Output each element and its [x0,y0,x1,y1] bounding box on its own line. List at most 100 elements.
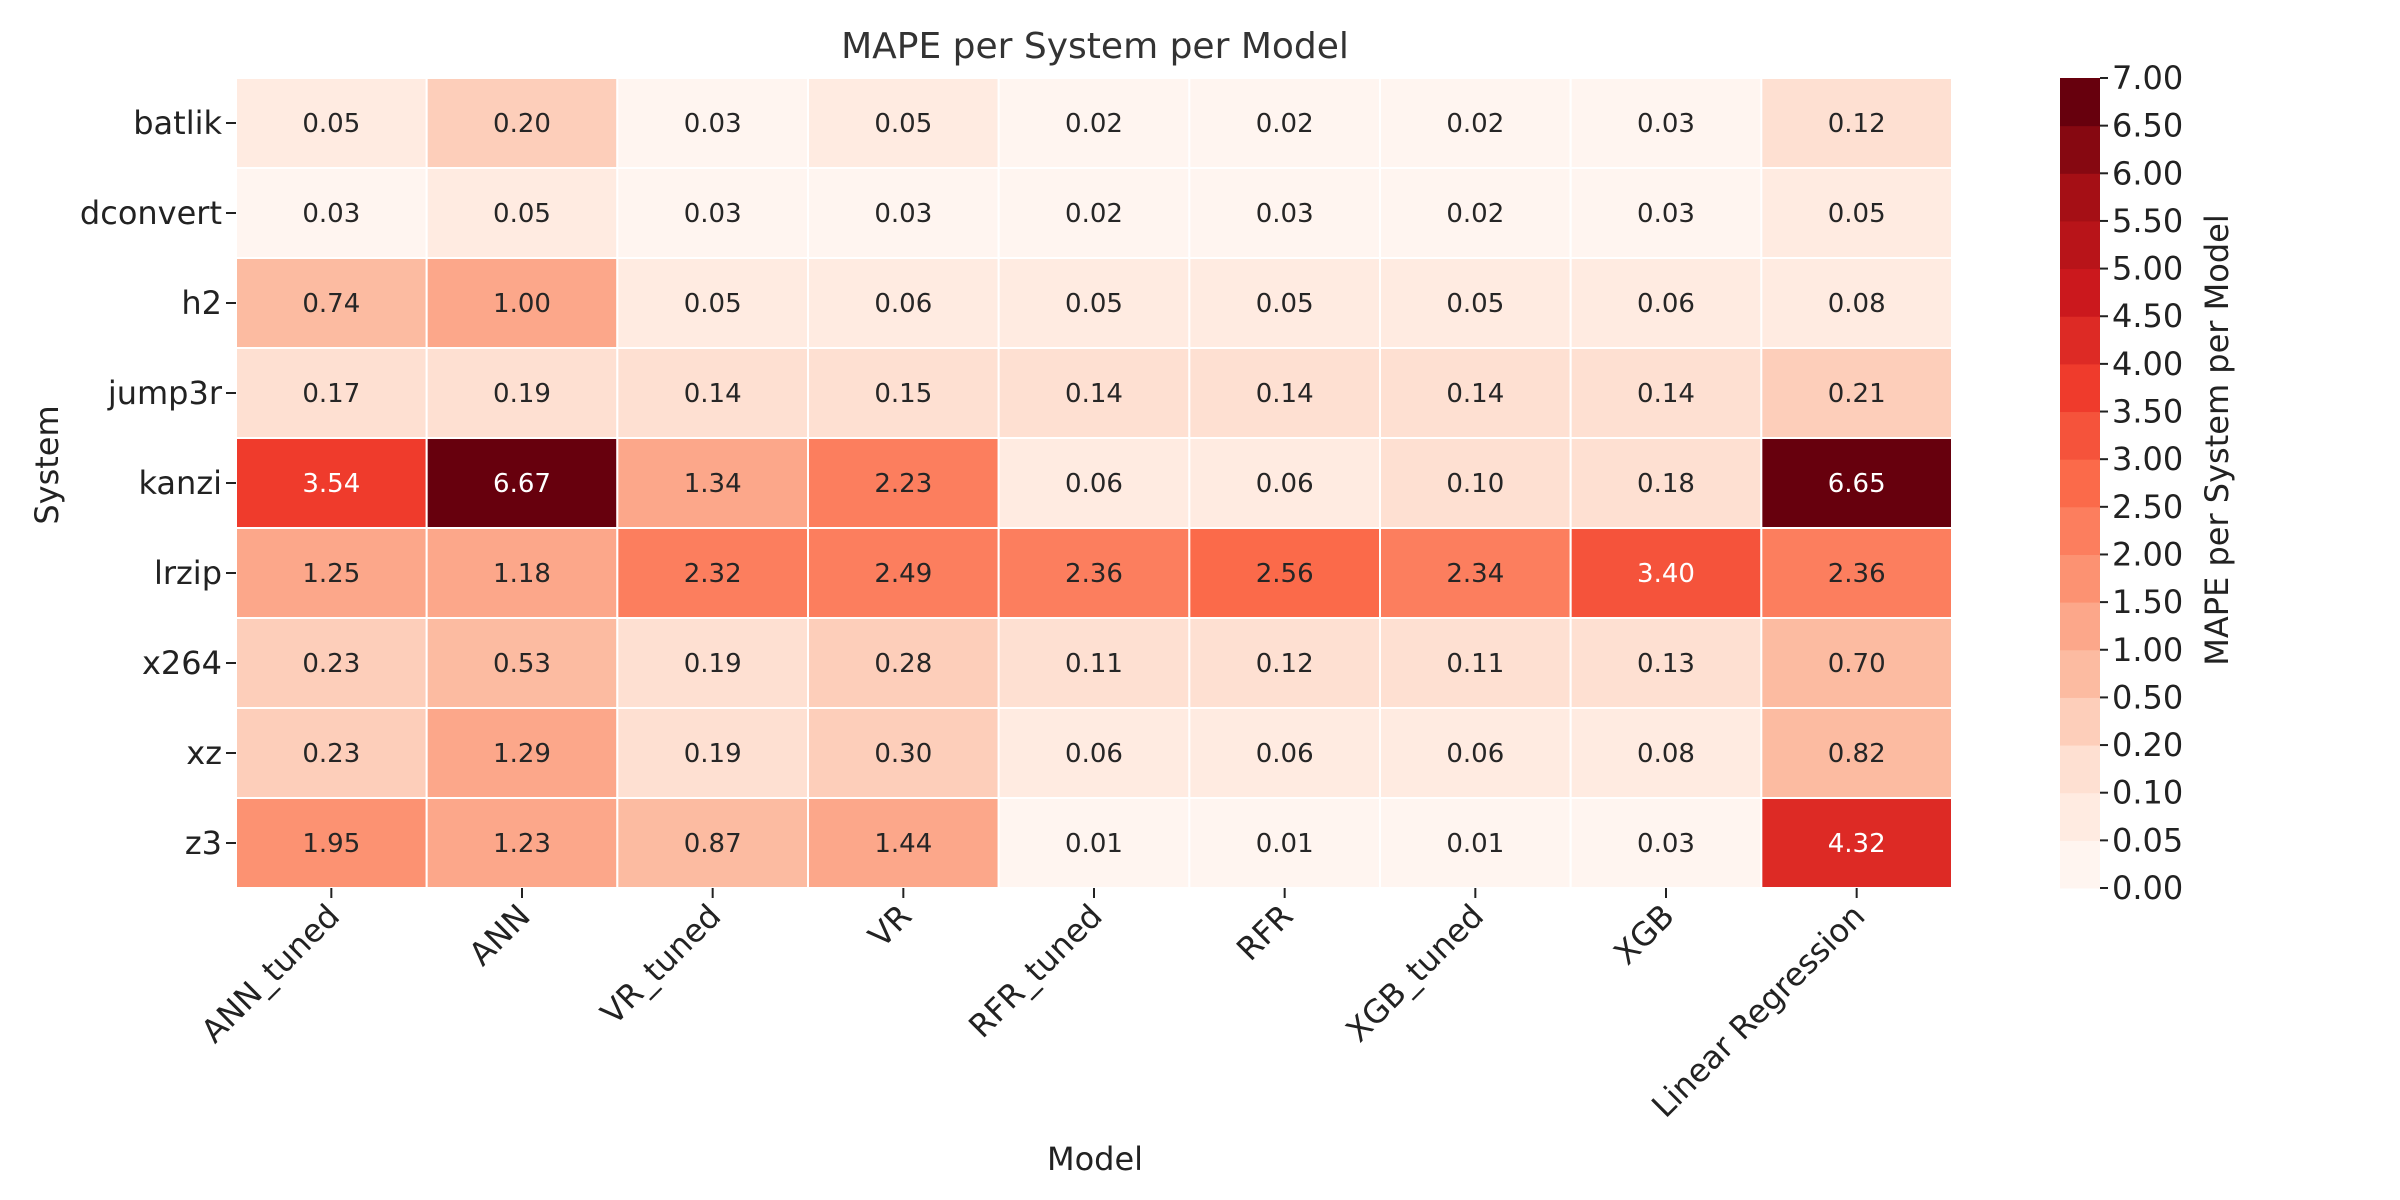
heatmap-cell [1760,527,1954,619]
cell-value-label: 0.08 [1828,289,1886,319]
y-tick-label: lrzip [154,554,222,592]
cell-value-label: 2.23 [874,469,932,499]
cell-value-label: 0.14 [684,379,742,409]
heatmap-cell [235,797,428,889]
colorbar-tick-label: 2.50 [2112,488,2183,526]
cell-value-label: 1.25 [302,559,360,589]
heatmap-cell [1379,797,1572,889]
y-tick-label: x264 [142,644,222,682]
y-axis-ticks: batlik dconvert h2 jump3r kanzi lrzip x264 xz z3 [80,104,236,862]
heatmap-cell [1379,437,1572,529]
cell-value-label: 0.05 [684,289,742,319]
cell-value-label: 0.05 [1065,289,1123,319]
cell-value-label: 1.44 [874,829,932,859]
cell-value-label: 0.14 [1637,379,1695,409]
cell-value-label: 0.06 [1065,469,1123,499]
cell-value-label: 0.53 [493,649,551,679]
cell-value-label: 3.54 [302,469,360,499]
cell-value-label: 0.21 [1828,379,1886,409]
cell-value-label: 0.30 [874,739,932,769]
cell-value-label: 0.03 [1637,199,1695,229]
x-tick-label: RFR_tuned [961,897,1109,1045]
y-tick-label: dconvert [80,194,222,232]
colorbar-tick-label: 5.00 [2112,250,2183,288]
cell-value-label: 0.06 [1256,469,1314,499]
colorbar-tick-label: 5.50 [2112,202,2183,240]
heatmap-cell [425,77,619,169]
x-tick-label: ANN_tuned [194,897,347,1050]
heatmap-cell [807,527,1000,619]
heatmap-cell [1569,167,1763,259]
cell-value-label: 0.19 [684,739,742,769]
cell-value-label: 0.03 [684,199,742,229]
cell-value-label: 0.06 [1637,289,1695,319]
heatmap-cell [235,437,428,529]
x-tick-label: XGB_tuned [1338,897,1491,1050]
heatmap-cells: 0.05 0.20 0.03 0.05 0.02 0.02 0.02 0.03 0.12 0.03… [235,77,1954,889]
cell-value-label: 0.06 [1446,739,1504,769]
colorbar-ticks: 0.00 0.05 0.10 0.20 0.50 1.00 1.50 2.00 2.50 3.00… [2100,59,2183,907]
x-tick-label: ANN [461,897,537,973]
heatmap-cell [1379,257,1572,349]
cell-value-label: 0.12 [1256,649,1314,679]
heatmap-cell [616,707,809,799]
cell-value-label: 0.02 [1256,109,1314,139]
y-tick-label: jump3r [107,374,223,412]
colorbar-segment [2060,173,2100,222]
cell-value-label: 1.18 [493,559,551,589]
cell-value-label: 0.82 [1828,739,1886,769]
cell-value-label: 0.05 [1256,289,1314,319]
colorbar-tick-label: 6.00 [2112,154,2183,192]
cell-value-label: 0.01 [1256,829,1314,859]
cell-value-label: 0.03 [1256,199,1314,229]
cell-value-label: 0.05 [874,109,932,139]
heatmap-cell [997,797,1191,889]
heatmap-cell [1569,77,1763,169]
heatmap-cell [1379,167,1572,259]
cell-value-label: 6.67 [493,469,551,499]
cell-value-label: 0.14 [1065,379,1123,409]
heatmap-cell [997,707,1191,799]
heatmap-cell [235,257,428,349]
heatmap-cell [807,257,1000,349]
heatmap-cell [616,797,809,889]
cell-value-label: 0.03 [684,109,742,139]
y-tick-label: kanzi [138,464,222,502]
colorbar-segment [2060,268,2100,317]
y-tick-label: batlik [133,104,222,142]
colorbar-tick-label: 1.00 [2112,631,2183,669]
cell-value-label: 1.23 [493,829,551,859]
cell-value-label: 0.02 [1446,199,1504,229]
x-tick-label: VR [861,897,919,955]
heatmap-cell [425,617,619,709]
colorbar-segment [2060,411,2100,460]
cell-value-label: 0.03 [874,199,932,229]
heatmap-cell [235,527,428,619]
heatmap-cell [425,797,619,889]
cell-value-label: 0.14 [1446,379,1504,409]
cell-value-label: 0.12 [1828,109,1886,139]
heatmap-cell [425,347,619,439]
cell-value-label: 0.11 [1446,649,1504,679]
colorbar-label: MAPE per System per Model [2198,214,2236,665]
cell-value-label: 0.15 [874,379,932,409]
y-tick-label: z3 [185,824,222,862]
colorbar-segment [2060,78,2100,127]
y-axis-label: System [28,405,66,524]
heatmap-cell [807,437,1000,529]
colorbar-tick-label: 0.05 [2112,821,2183,859]
heatmap-cell [1569,527,1763,619]
cell-value-label: 0.74 [302,289,360,319]
colorbar-segment [2060,840,2100,889]
colorbar-tick-label: 0.50 [2112,678,2183,716]
x-tick-label: XGB [1606,897,1681,972]
x-axis-ticks: ANN_tuned ANN VR_tuned VR RFR_tuned RFR XGB_tu… [194,888,1872,1125]
heatmap-cell [807,707,1000,799]
x-axis-label: Model [1047,1140,1143,1178]
cell-value-label: 1.29 [493,739,551,769]
chart-title: MAPE per System per Model [841,26,1349,67]
heatmap-cell [425,527,619,619]
heatmap-cell [1760,257,1954,349]
heatmap-cell [807,797,1000,889]
